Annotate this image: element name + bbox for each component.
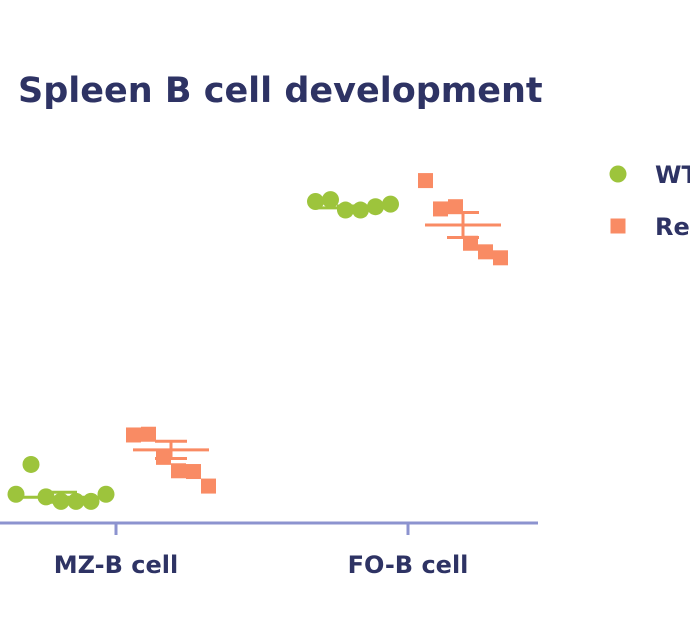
data-point <box>322 191 339 209</box>
data-point <box>126 427 141 443</box>
data-point <box>201 478 216 494</box>
data-point <box>418 173 433 189</box>
x-tick-label: FO-B cell <box>348 551 469 579</box>
data-point <box>97 485 115 503</box>
x-tick-label: MZ-B cell <box>54 551 178 579</box>
data-point <box>186 464 201 480</box>
legend-label: WT <box>655 161 690 189</box>
data-point <box>493 250 508 266</box>
plot-area <box>7 173 508 510</box>
data-point <box>307 192 324 210</box>
data-point <box>67 492 85 510</box>
data-point <box>337 201 354 219</box>
x-axis: MZ-B cell FO-B cell <box>0 521 538 579</box>
data-point <box>22 455 40 473</box>
data-point <box>352 201 369 219</box>
legend-marker <box>609 165 627 183</box>
data-point <box>448 199 463 215</box>
legend: WT Re <box>609 161 690 241</box>
data-point <box>171 463 186 479</box>
data-point <box>382 195 399 213</box>
data-point <box>7 485 25 503</box>
data-point <box>367 198 384 216</box>
legend-label: Re <box>655 213 690 241</box>
data-point <box>141 426 156 442</box>
data-point <box>433 201 448 217</box>
data-point <box>52 492 70 510</box>
legend-marker <box>610 218 626 234</box>
data-point <box>37 488 55 506</box>
data-point <box>463 235 478 251</box>
data-point <box>82 492 100 510</box>
data-point <box>156 449 171 465</box>
data-point <box>478 244 493 260</box>
chart-title: Spleen B cell development <box>18 71 543 111</box>
